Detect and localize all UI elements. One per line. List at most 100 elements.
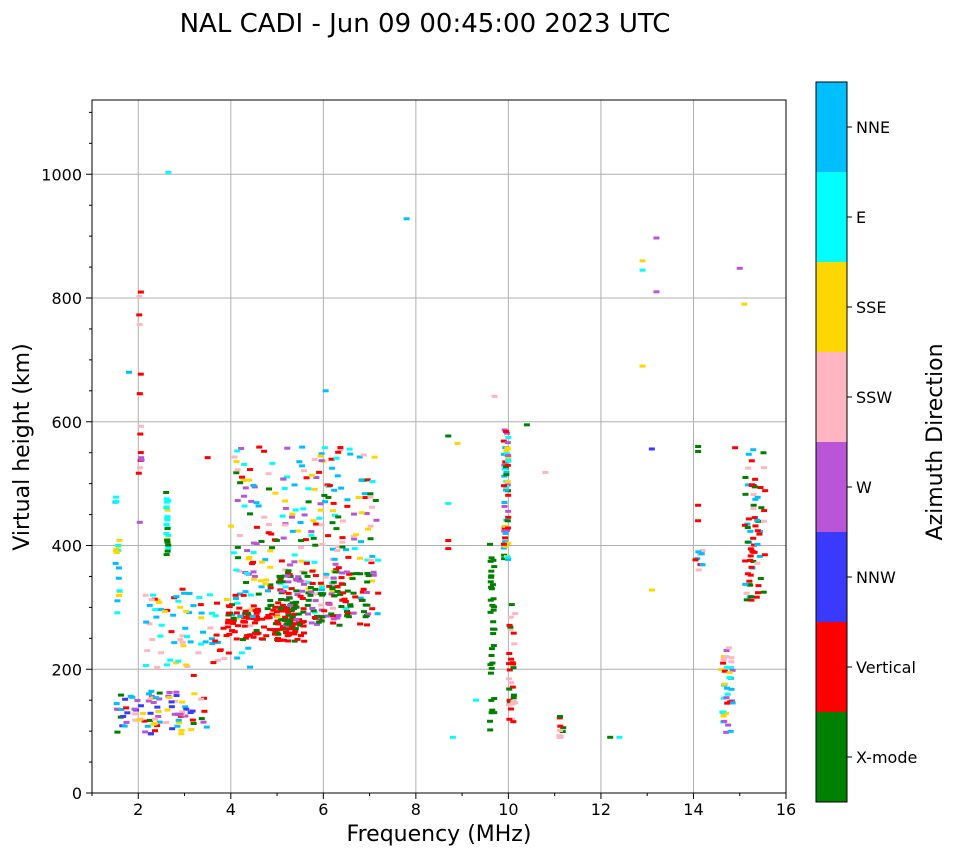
echo-point (325, 534, 332, 538)
echo-point (318, 588, 325, 592)
echo-point (225, 613, 232, 617)
echo-point (358, 478, 365, 482)
echo-point (695, 449, 702, 453)
plot-area-frame (91, 99, 787, 794)
echo-point (294, 593, 301, 597)
echo-point (489, 661, 496, 665)
echo-point (269, 612, 276, 616)
echo-point (305, 487, 312, 491)
echo-point (233, 596, 240, 600)
echo-point (225, 618, 232, 622)
echo-point (284, 622, 291, 626)
y-tick-label: 400 (51, 537, 82, 556)
echo-point (246, 555, 253, 559)
echo-point (344, 614, 351, 618)
echo-point (318, 452, 325, 456)
echo-point (112, 561, 119, 565)
echo-point (177, 714, 184, 718)
echo-point (300, 507, 307, 511)
echo-point (164, 515, 171, 519)
echo-point (501, 452, 508, 456)
echo-point (364, 558, 371, 562)
echo-point (334, 474, 341, 478)
echo-point (233, 460, 240, 464)
echo-point (236, 606, 243, 610)
echo-point (329, 466, 336, 470)
echo-point (369, 554, 376, 558)
echo-point (300, 469, 307, 473)
echo-point (238, 651, 245, 655)
echo-point (698, 552, 705, 556)
echo-point (235, 556, 242, 560)
echo-point (299, 597, 306, 601)
echo-point (312, 543, 319, 547)
echo-point (504, 452, 511, 456)
echo-point (503, 429, 510, 433)
echo-point (338, 576, 345, 580)
echo-point (310, 609, 317, 613)
echo-point (509, 661, 516, 665)
echo-point (179, 587, 186, 591)
x-axis-label: Frequency (MHz) (347, 822, 532, 847)
echo-point (487, 559, 494, 563)
echo-point (312, 599, 319, 603)
echo-point (726, 671, 733, 675)
colorbar-label: SSW (856, 388, 892, 407)
echo-point (639, 364, 646, 368)
echo-point (145, 699, 152, 703)
echo-point (333, 456, 340, 460)
echo-point (279, 580, 286, 584)
echo-point (506, 700, 513, 704)
echo-point (339, 545, 346, 549)
echo-point (124, 711, 131, 715)
echo-point (131, 707, 138, 711)
colorbar-label: NNE (856, 118, 890, 137)
echo-point (208, 611, 215, 615)
echo-point (720, 714, 727, 718)
echo-point (317, 508, 324, 512)
echo-point (760, 590, 767, 594)
echo-point (255, 592, 262, 596)
echo-point (229, 613, 236, 617)
echo-point (359, 598, 366, 602)
echo-point (278, 606, 285, 610)
echo-point (505, 458, 512, 462)
echo-point (332, 570, 339, 574)
echo-point (148, 598, 155, 602)
echo-point (288, 515, 295, 519)
echo-point (723, 655, 730, 659)
echo-point (322, 575, 329, 579)
echo-point (557, 728, 564, 732)
echo-point (504, 446, 511, 450)
echo-point (294, 637, 301, 641)
echo-point (508, 603, 515, 607)
echo-point (267, 599, 274, 603)
echo-point (502, 524, 509, 528)
echo-point (720, 658, 727, 662)
echo-point (742, 492, 749, 496)
echo-point (321, 446, 328, 450)
echo-point (337, 593, 344, 597)
echo-point (339, 536, 346, 540)
echo-point (754, 518, 761, 522)
echo-point (300, 610, 307, 614)
echo-point (300, 582, 307, 586)
echo-point (277, 576, 284, 580)
echo-point (235, 624, 242, 628)
echo-point (113, 702, 120, 706)
echo-point (721, 682, 728, 686)
echo-point (746, 579, 753, 583)
echo-point (326, 484, 333, 488)
echo-point (743, 591, 750, 595)
echo-point (117, 693, 124, 697)
echo-point (318, 603, 325, 607)
echo-point (137, 432, 144, 436)
echo-point (213, 633, 220, 637)
echo-point (247, 665, 254, 669)
echo-point (282, 585, 289, 589)
echo-point (285, 639, 292, 643)
echo-point (282, 506, 289, 510)
echo-point (264, 607, 271, 611)
echo-point (323, 572, 330, 576)
